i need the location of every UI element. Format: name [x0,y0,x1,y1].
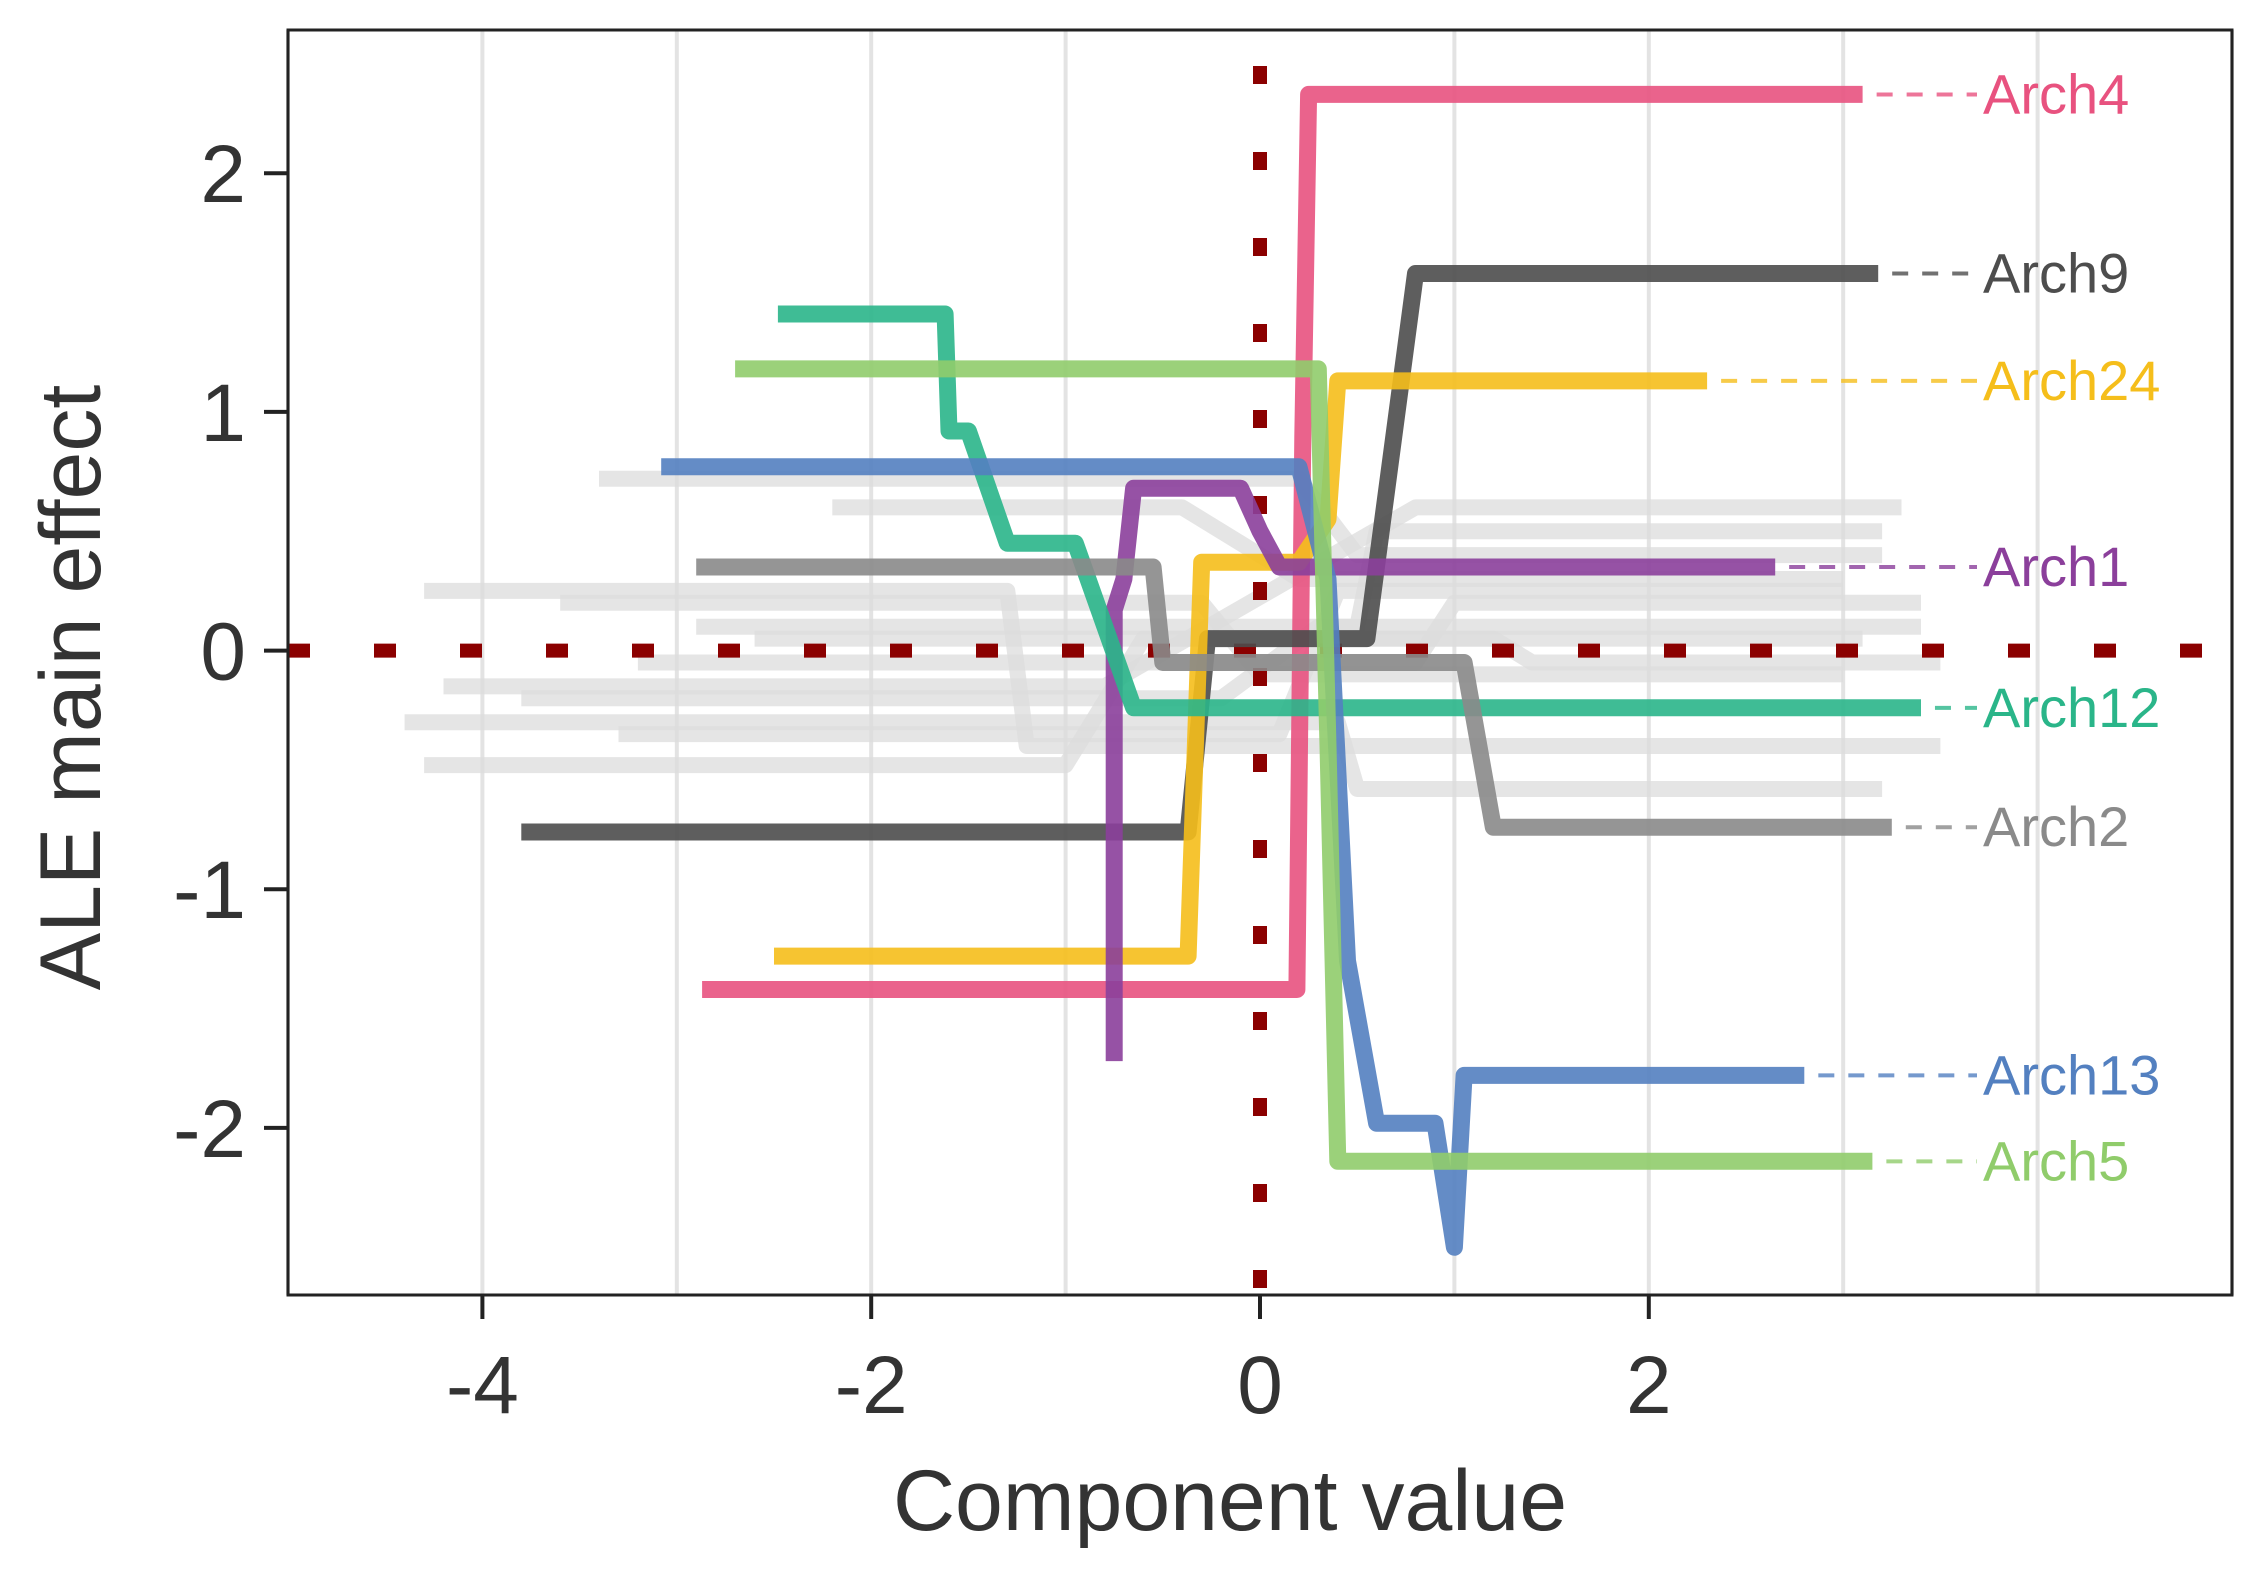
x-tick-label: 0 [1237,1340,1283,1431]
y-tick-label: -1 [173,845,246,936]
series-label-arch13: Arch13 [1983,1043,2160,1106]
x-tick-label: -2 [835,1340,908,1431]
x-tick-label: 2 [1626,1340,1672,1431]
background-series-group [404,470,1941,797]
x-tick-label: -4 [446,1340,519,1431]
series-label-arch9: Arch9 [1983,241,2129,304]
background-series-line [832,499,1844,587]
series-label-arch24: Arch24 [1983,349,2160,412]
background-series-line [404,714,1883,797]
series-line-arch5 [735,360,1873,1170]
series-label-arch12: Arch12 [1983,676,2160,739]
series-line-arch13 [661,458,1805,1256]
series-line-arch1 [1105,479,1776,1062]
series-line-arch9 [521,265,1879,841]
y-axis-title: ALE main effect [23,385,119,991]
series-label-arch1: Arch1 [1983,535,2129,598]
y-tick-label: -2 [173,1084,246,1175]
series-group [521,85,1921,1256]
series-label-arch4: Arch4 [1983,62,2129,125]
series-labels: Arch4 Arch9 Arch24 Arch1 Arch12 Arch2 Arch13 Ar… [1721,62,2160,1192]
series-label-arch5: Arch5 [1983,1129,2129,1192]
y-tick-label: 0 [200,607,246,698]
series-line-arch4 [702,85,1863,998]
reference-lines [288,66,2232,1295]
y-tick-label: 2 [200,129,246,220]
series-line-arch2 [696,558,1892,836]
x-axis-title: Component value [893,1453,1567,1549]
series-line-arch12 [777,305,1921,717]
axes: -4 -2 0 2 -2 -1 0 1 2 [173,129,1672,1431]
series-label-arch2: Arch2 [1983,795,2129,858]
y-tick-label: 1 [200,368,246,459]
